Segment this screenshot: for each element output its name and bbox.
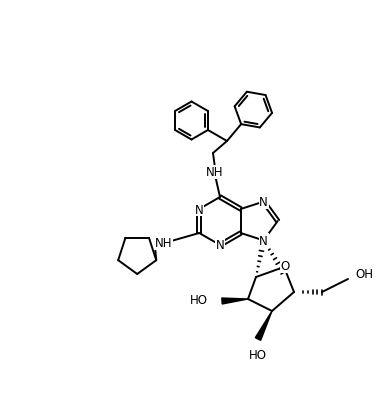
Text: NH: NH: [206, 166, 224, 179]
Text: HO: HO: [249, 349, 267, 362]
Text: HO: HO: [190, 293, 208, 306]
Text: N: N: [215, 239, 224, 252]
Polygon shape: [222, 298, 248, 304]
Text: N: N: [195, 203, 204, 216]
Text: N: N: [259, 234, 268, 247]
Text: OH: OH: [355, 268, 373, 281]
Polygon shape: [255, 311, 272, 341]
Text: NH: NH: [154, 237, 172, 250]
Text: O: O: [280, 260, 290, 273]
Text: N: N: [259, 196, 268, 209]
